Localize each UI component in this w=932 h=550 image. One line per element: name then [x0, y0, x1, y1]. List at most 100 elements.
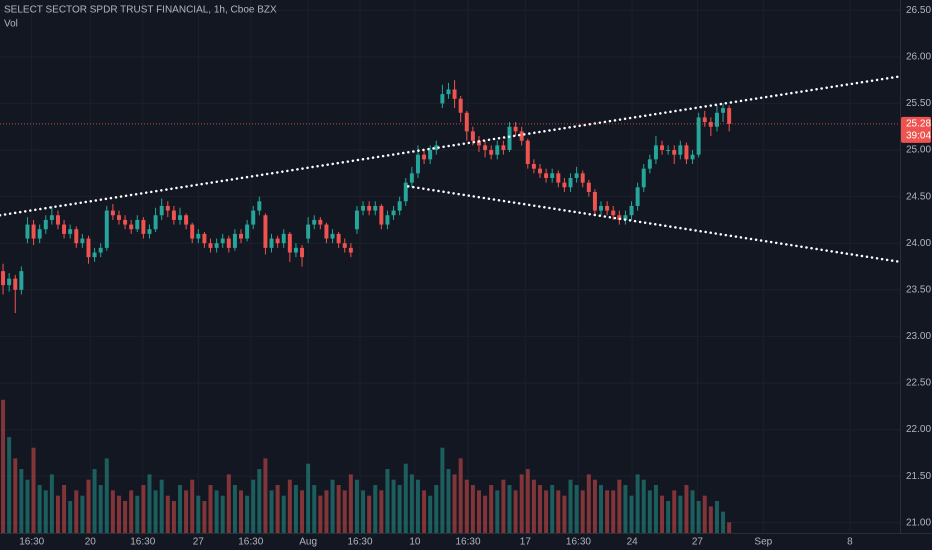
volume-bar: [98, 485, 103, 533]
volume-bar: [190, 479, 195, 533]
candle-body: [49, 215, 54, 220]
volume-bar: [232, 485, 237, 533]
volume-bar: [153, 490, 158, 533]
y-tick-label: 25.50: [906, 98, 931, 109]
y-tick-label: 23.50: [906, 284, 931, 295]
volume-bar: [666, 501, 671, 533]
candle-body: [208, 243, 213, 248]
candle-body: [495, 145, 500, 155]
last-price-box: [901, 116, 931, 143]
volume-bar: [519, 474, 524, 533]
candle-body: [452, 89, 457, 99]
candle-body: [592, 191, 597, 211]
candle-body: [446, 89, 451, 95]
candle-body: [672, 150, 677, 155]
candle-body: [74, 229, 79, 244]
candle-body: [263, 215, 268, 248]
volume-bar: [208, 485, 213, 533]
volume-bar: [550, 485, 555, 533]
volume-bar: [275, 485, 280, 533]
volume-bar: [141, 485, 146, 533]
volume-bar: [397, 485, 402, 533]
volume-bar: [489, 485, 494, 533]
candle-body: [550, 173, 555, 178]
volume-pane: [1, 399, 732, 533]
candle-body: [98, 247, 103, 253]
volume-bar: [13, 458, 18, 533]
volume-bar: [605, 490, 610, 533]
volume-bar: [446, 469, 451, 533]
countdown-label: 39:04: [906, 131, 931, 142]
candle-body: [611, 210, 616, 216]
volume-bar: [117, 495, 121, 533]
volume-bar: [196, 495, 201, 533]
candle-body: [635, 187, 640, 206]
candle-body: [293, 247, 298, 253]
volume-bar: [178, 485, 182, 533]
candle-body: [690, 154, 695, 160]
volume-bar: [428, 495, 433, 533]
volume-bar: [727, 522, 732, 533]
candle-body: [391, 210, 396, 216]
candle-body: [574, 173, 579, 178]
volume-bar: [330, 479, 335, 533]
candle-body: [196, 233, 201, 239]
candle-body: [513, 126, 518, 132]
volume-bar: [531, 479, 536, 533]
candle-body: [702, 117, 707, 123]
candle-body: [306, 224, 311, 239]
volume-bar: [1, 399, 6, 533]
volume-bar: [385, 469, 390, 533]
candle-body: [214, 243, 219, 248]
volume-bar: [129, 490, 134, 533]
y-tick-label: 24.00: [906, 238, 931, 249]
candle-body: [660, 145, 665, 151]
x-tick-label: Sep: [754, 537, 772, 548]
volume-bar: [239, 490, 243, 533]
volume-bar: [104, 458, 109, 533]
volume-bar: [202, 501, 207, 533]
candle-body: [86, 238, 91, 258]
candle-body: [379, 205, 384, 225]
chart-title: SELECT SECTOR SPDR TRUST FINANCIAL, 1h, …: [4, 5, 277, 16]
volume-bar: [318, 495, 323, 533]
y-tick-label: 25.00: [906, 145, 931, 156]
volume-bar: [684, 485, 689, 533]
volume-bar: [147, 474, 152, 533]
volume-bar: [409, 474, 414, 533]
volume-bar: [214, 490, 219, 533]
volume-bar: [538, 485, 542, 533]
volume-bar: [470, 485, 475, 533]
candle-body: [434, 145, 439, 151]
volume-bar: [135, 495, 140, 533]
candle-body: [123, 219, 128, 225]
candle-body: [245, 224, 250, 239]
candle-body: [464, 112, 469, 132]
candle-body: [501, 145, 506, 151]
candle-body: [599, 205, 603, 211]
trend-line: [406, 185, 902, 264]
y-tick-label: 22.00: [906, 424, 931, 435]
volume-bar: [611, 490, 616, 533]
candle-body: [37, 229, 42, 239]
candle-body: [31, 224, 36, 239]
x-tick-label: 24: [627, 537, 639, 548]
volume-bar: [501, 479, 506, 533]
candle-body: [354, 210, 359, 230]
volume-bar: [379, 490, 384, 533]
candle-body: [269, 238, 274, 248]
x-tick-label: 8: [847, 537, 853, 548]
candle-body: [470, 131, 475, 141]
candle-body: [415, 154, 420, 174]
candle-body: [190, 224, 195, 239]
candle-body: [586, 182, 591, 192]
candle-body: [117, 215, 121, 220]
candle-body: [641, 168, 646, 188]
candle-body: [232, 233, 237, 248]
volume-bar: [415, 479, 420, 533]
volume-bar: [635, 474, 640, 533]
volume-bar: [653, 485, 658, 533]
volume-bar: [690, 490, 695, 533]
x-tick-label: Aug: [299, 537, 317, 548]
